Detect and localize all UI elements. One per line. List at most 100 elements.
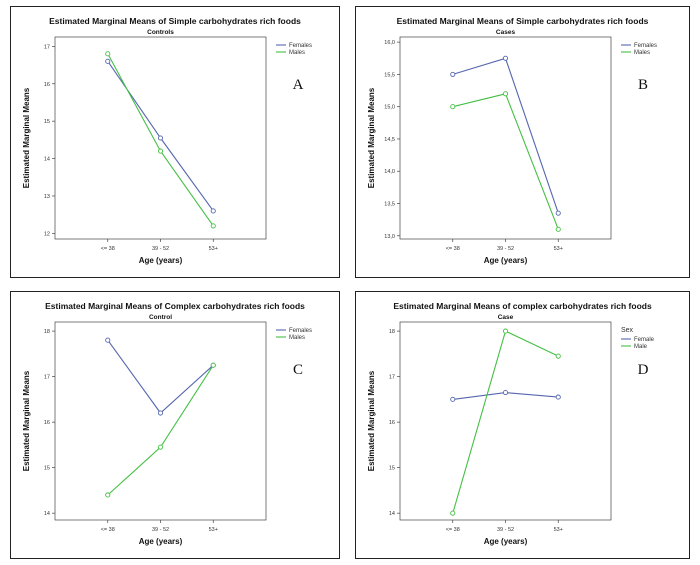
panel-letter: D — [638, 362, 649, 378]
x-tick-label: 39 - 52 — [497, 246, 514, 252]
x-axis-label: Age (years) — [139, 537, 183, 546]
y-tick-label: 17 — [44, 375, 50, 381]
y-tick-label: 16 — [389, 420, 395, 426]
series-line-male — [452, 330, 559, 514]
legend-entry: Female — [634, 337, 655, 343]
chart-title: Estimated Marginal Means of Simple carbo… — [49, 16, 301, 26]
data-point — [105, 51, 111, 57]
y-tick-label: 17 — [389, 375, 395, 381]
legend-title: Sex — [621, 327, 634, 334]
line-chart: Estimated Marginal Means of Simple carbo… — [22, 16, 312, 265]
y-tick-label: 15,5 — [384, 72, 395, 78]
data-point — [157, 410, 164, 416]
y-tick-label: 14 — [44, 157, 50, 163]
x-tick-label: <= 38 — [446, 246, 460, 252]
y-tick-label: 18 — [389, 329, 395, 335]
y-tick-label: 17 — [44, 44, 50, 50]
data-point — [502, 328, 509, 334]
data-point — [210, 362, 216, 368]
series-line-females — [107, 339, 214, 414]
data-point — [105, 492, 111, 498]
data-point — [105, 58, 111, 64]
data-point — [555, 226, 561, 232]
chart-subtitle: Controls — [147, 29, 174, 36]
legend-entry: Females — [289, 328, 312, 334]
data-point — [502, 55, 509, 61]
x-axis-label: Age (years) — [484, 256, 528, 265]
panel-letter: A — [293, 77, 304, 93]
plot-area — [399, 36, 612, 240]
y-axis-label: Estimated Marginal Means — [22, 370, 31, 471]
y-tick-label: 16 — [44, 82, 50, 88]
data-point — [555, 394, 561, 400]
chart-title: Estimated Marginal Means of Complex carb… — [45, 301, 305, 311]
y-tick-label: 13 — [44, 194, 50, 200]
y-tick-label: 15 — [389, 466, 395, 472]
line-chart: Estimated Marginal Means of Simple carbo… — [367, 16, 657, 265]
data-point — [502, 91, 509, 97]
y-tick-label: 14 — [389, 511, 395, 517]
y-tick-label: 13,0 — [384, 234, 395, 240]
data-point — [157, 444, 164, 450]
x-tick-label: 53+ — [554, 527, 563, 533]
line-chart: Estimated Marginal Means of Complex carb… — [22, 301, 312, 546]
series-line-males — [452, 93, 559, 230]
data-point — [105, 337, 111, 343]
legend-entry: Males — [634, 50, 650, 56]
panel-letter: B — [638, 77, 648, 93]
data-point — [450, 71, 456, 77]
x-tick-label: <= 38 — [101, 246, 115, 252]
y-axis-label: Estimated Marginal Means — [367, 87, 376, 188]
data-point — [502, 390, 509, 396]
legend-entry: Males — [289, 335, 305, 341]
y-tick-label: 14,5 — [384, 137, 395, 143]
chart-subtitle: Control — [149, 314, 172, 321]
y-tick-label: 14,0 — [384, 169, 395, 175]
chart-subtitle: Case — [498, 314, 514, 321]
chart-panel-b: Estimated Marginal Means of Simple carbo… — [355, 6, 690, 278]
x-tick-label: <= 38 — [101, 527, 115, 533]
x-tick-label: <= 38 — [446, 527, 460, 533]
plot-area — [399, 321, 612, 521]
legend-entry: Females — [634, 43, 657, 49]
y-axis-label: Estimated Marginal Means — [367, 370, 376, 471]
x-tick-label: 53+ — [209, 527, 218, 533]
panel-letter: C — [293, 362, 303, 378]
chart-panel-a: Estimated Marginal Means of Simple carbo… — [10, 6, 340, 278]
y-tick-label: 14 — [44, 511, 50, 517]
plot-area — [54, 321, 267, 521]
data-point — [555, 353, 561, 359]
legend-entry: Females — [289, 43, 312, 49]
x-axis-label: Age (years) — [139, 256, 183, 265]
data-point — [450, 104, 456, 110]
data-point — [555, 210, 561, 216]
y-tick-label: 18 — [44, 329, 50, 335]
y-tick-label: 15 — [44, 119, 50, 125]
chart-panel-d: Estimated Marginal Means of complex carb… — [355, 291, 690, 559]
x-tick-label: 39 - 52 — [497, 527, 514, 533]
y-tick-label: 12 — [44, 231, 50, 237]
y-axis-label: Estimated Marginal Means — [22, 87, 31, 188]
y-tick-label: 15 — [44, 466, 50, 472]
chart-title: Estimated Marginal Means of complex carb… — [393, 301, 652, 311]
legend-entry: Males — [289, 50, 305, 56]
data-point — [210, 223, 216, 229]
x-tick-label: 53+ — [209, 246, 218, 252]
data-point — [157, 148, 164, 154]
x-axis-label: Age (years) — [484, 537, 528, 546]
data-point — [450, 396, 456, 402]
data-point — [210, 208, 216, 214]
line-chart: Estimated Marginal Means of complex carb… — [367, 301, 655, 546]
chart-subtitle: Cases — [496, 29, 516, 36]
series-line-males — [107, 364, 214, 496]
legend-entry: Male — [634, 344, 648, 350]
data-point — [450, 510, 456, 516]
y-tick-label: 16 — [44, 420, 50, 426]
chart-panel-c: Estimated Marginal Means of Complex carb… — [10, 291, 340, 559]
data-point — [157, 135, 164, 141]
y-tick-label: 13,5 — [384, 202, 395, 208]
chart-title: Estimated Marginal Means of Simple carbo… — [397, 16, 649, 26]
y-tick-label: 16,0 — [384, 40, 395, 46]
x-tick-label: 39 - 52 — [152, 246, 169, 252]
x-tick-label: 53+ — [554, 246, 563, 252]
